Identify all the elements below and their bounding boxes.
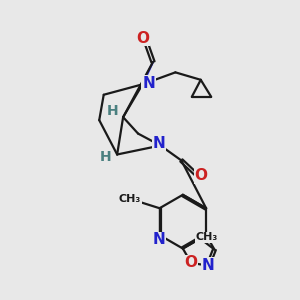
Text: CH₃: CH₃ [196, 232, 218, 242]
Text: O: O [136, 31, 150, 46]
Text: CH₃: CH₃ [119, 194, 141, 204]
Text: O: O [195, 169, 208, 184]
Text: O: O [185, 256, 198, 271]
Text: N: N [142, 76, 155, 91]
Text: N: N [153, 232, 165, 247]
Text: H: H [100, 151, 112, 164]
Text: N: N [153, 136, 165, 151]
Text: H: H [107, 103, 118, 118]
Text: N: N [202, 258, 214, 273]
